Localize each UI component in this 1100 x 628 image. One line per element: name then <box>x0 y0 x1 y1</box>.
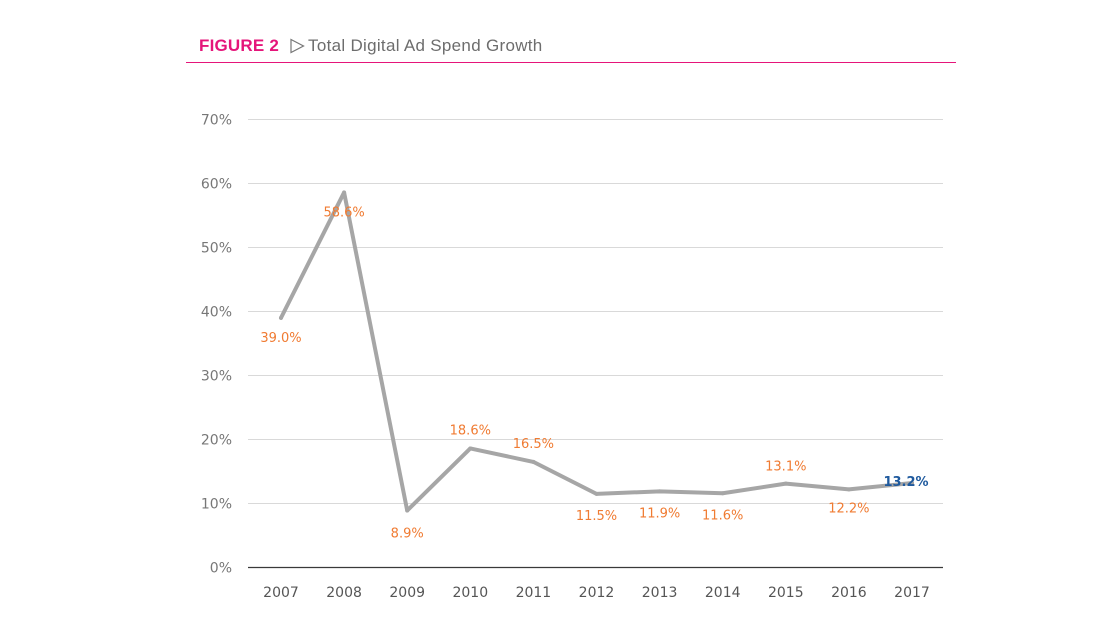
data-point <box>910 481 914 486</box>
data-label: 16.5% <box>513 437 554 452</box>
data-point <box>405 508 410 513</box>
data-point <box>531 459 536 464</box>
header-divider <box>186 62 956 63</box>
data-label: 8.9% <box>391 527 424 542</box>
x-tick-label: 2011 <box>516 585 552 601</box>
data-point <box>342 190 347 195</box>
data-label: 18.6% <box>450 423 491 438</box>
series-layer <box>279 190 914 513</box>
y-tick-label: 40% <box>201 305 232 321</box>
x-tick-label: 2010 <box>452 585 488 601</box>
data-label: 11.6% <box>702 508 743 523</box>
y-tick-label: 70% <box>201 113 232 129</box>
data-point <box>468 446 473 451</box>
y-tick-label: 50% <box>201 241 232 257</box>
data-label: 13.1% <box>765 460 806 475</box>
y-tick-label: 30% <box>201 369 232 385</box>
x-tick-label: 2014 <box>705 585 741 601</box>
data-label: 12.2% <box>828 501 869 516</box>
data-label: 11.5% <box>576 509 617 524</box>
series-line <box>279 190 914 513</box>
data-label: 58.6% <box>323 205 364 220</box>
data-point <box>657 489 662 494</box>
x-tick-label: 2015 <box>768 585 804 601</box>
data-point <box>846 487 851 492</box>
data-point <box>720 491 725 496</box>
data-point <box>279 315 283 320</box>
data-label: 13.2% <box>883 475 928 490</box>
y-tick-label: 60% <box>201 177 232 193</box>
y-tick-label: 20% <box>201 433 232 449</box>
data-label: 39.0% <box>260 331 301 346</box>
x-tick-label: 2007 <box>263 585 299 601</box>
y-tick-label: 0% <box>210 561 232 577</box>
gridlines <box>248 119 943 504</box>
data-point <box>783 481 788 486</box>
figure-header: FIGURE 2 Total Digital Ad Spend Growth <box>199 34 543 58</box>
x-tick-label: 2013 <box>642 585 678 601</box>
x-tick-label: 2012 <box>579 585 615 601</box>
x-tick-label: 2008 <box>326 585 362 601</box>
x-tick-label: 2017 <box>894 585 930 601</box>
x-tick-label: 2016 <box>831 585 867 601</box>
figure-label: FIGURE 2 <box>199 36 280 55</box>
chart-title: Total Digital Ad Spend Growth <box>308 36 543 55</box>
x-tick-label: 2009 <box>389 585 425 601</box>
data-labels: 39.0% 58.6% 8.9% 18.6% 16.5% 11.5% 11.9% 11.6% 1… <box>260 205 928 541</box>
axes: 0% 10% 20% 30% 40% 50% 60% 70% 2007 2008 2009 2010 2… <box>201 113 943 601</box>
data-point <box>594 491 599 496</box>
y-tick-label: 10% <box>201 497 232 513</box>
data-label: 11.9% <box>639 506 680 521</box>
play-arrow-icon <box>290 38 305 54</box>
